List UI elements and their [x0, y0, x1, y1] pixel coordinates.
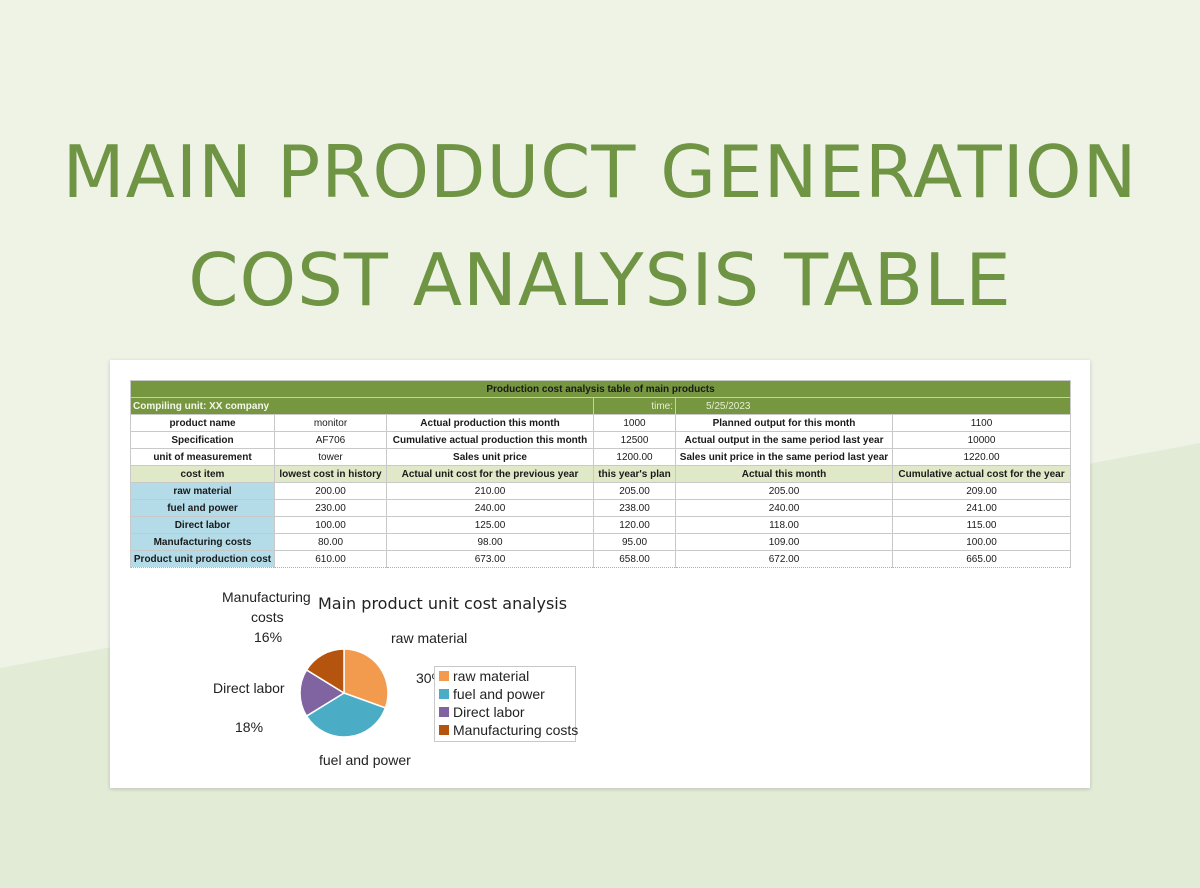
legend-label: Direct labor [453, 704, 525, 720]
pie-slice-manufacturing-costs [305, 648, 345, 695]
row-label: fuel and power [130, 499, 275, 517]
data-label-raw-material-name: raw material [391, 630, 468, 646]
table-row: Direct labor 100.00 125.00 120.00 118.00… [130, 516, 1072, 534]
legend-swatch [439, 671, 449, 681]
cost-table: Production cost analysis table of main p… [129, 380, 1072, 568]
row-label: raw material [130, 482, 275, 500]
legend-label: Manufacturing costs [453, 722, 579, 738]
pie-slice-raw-material [343, 648, 389, 709]
headline-line-1: MAIN PRODUCT GENERATION [62, 130, 1138, 214]
row-label: Direct labor [130, 516, 275, 534]
table-row: Product unit production cost 610.00 673.… [130, 550, 1072, 568]
chart-legend: raw material fuel and power Direct labor… [434, 666, 578, 742]
table-cell: 665.00 [891, 550, 1072, 568]
legend-item: Manufacturing costs [439, 722, 578, 738]
legend-label: raw material [453, 668, 530, 684]
row-label: Product unit production cost [130, 550, 275, 568]
column-header-row: cost item lowest cost in history Actual … [130, 465, 1072, 483]
row-label: Manufacturing costs [130, 533, 275, 551]
info-row: Specification AF706 Cumulative actual pr… [130, 431, 1072, 449]
data-label-raw-material-pct: 30% [416, 670, 434, 686]
legend-swatch [439, 689, 449, 699]
legend-label: fuel and power [453, 686, 545, 702]
legend-swatch [439, 725, 449, 735]
data-label-direct-labor-pct: 18% [235, 719, 264, 735]
column-header: Actual unit cost for the previous year [386, 465, 594, 483]
legend-item: fuel and power [439, 686, 545, 702]
data-label-manufacturing-name: costs [251, 609, 284, 625]
headline-line-2: COST ANALYSIS TABLE [188, 238, 1012, 322]
data-label-fuel-name: fuel and power [319, 752, 411, 768]
column-header: this year's plan [593, 465, 676, 483]
table-row: Manufacturing costs 80.00 98.00 95.00 10… [130, 533, 1072, 551]
legend-swatch [439, 707, 449, 717]
column-header: Actual this month [675, 465, 893, 483]
table-row: raw material 200.00 210.00 205.00 205.00… [130, 482, 1072, 500]
compiling-unit: Compiling unit: XX company [130, 397, 594, 415]
legend-item: raw material [439, 668, 529, 684]
chart-title: Main product unit cost analysis [318, 594, 568, 613]
page-headline: MAIN PRODUCT GENERATION COST ANALYSIS TA… [0, 118, 1200, 334]
time-value: 5/25/2023 [674, 397, 1072, 415]
legend-item: Direct labor [439, 704, 525, 720]
data-label-manufacturing-name: Manufacturing [222, 589, 311, 605]
pie-svg [299, 648, 389, 738]
table-title: Production cost analysis table of main p… [129, 380, 1072, 398]
data-label-manufacturing-pct: 16% [254, 629, 283, 645]
info-row: unit of measurement tower Sales unit pri… [130, 448, 1072, 466]
spreadsheet-preview: Production cost analysis table of main p… [110, 360, 1090, 788]
pie-slice-direct-labor [299, 668, 346, 718]
data-label-direct-labor-name: Direct labor [213, 680, 285, 696]
